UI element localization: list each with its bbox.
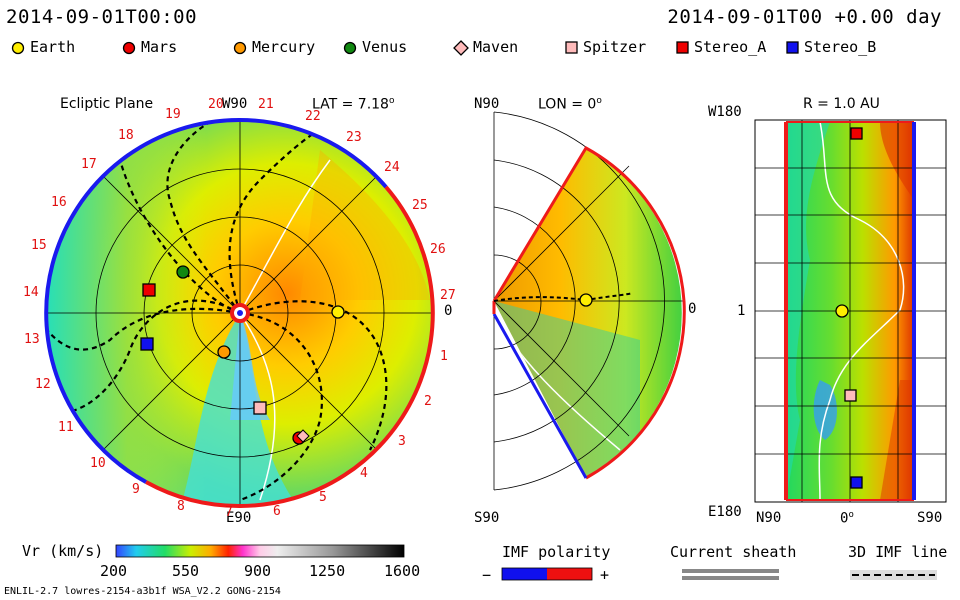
venus-marker bbox=[176, 265, 190, 279]
rot-num-16: 16 bbox=[51, 195, 67, 210]
colorbar-label: Vr (km/s) bbox=[22, 542, 104, 560]
rot-num-14: 14 bbox=[23, 285, 39, 300]
ecliptic-right-label: 0 bbox=[444, 303, 453, 319]
meridional-panel bbox=[492, 111, 686, 491]
radial-title: R = 1.0 AU bbox=[803, 96, 880, 112]
run-datetime: 2014-09-01T00:00 bbox=[6, 6, 198, 28]
spitzer-marker bbox=[253, 401, 267, 415]
imf-minus-label: − bbox=[482, 566, 492, 584]
rot-num-10: 10 bbox=[90, 456, 106, 471]
earth-marker bbox=[331, 305, 345, 319]
spitzer-marker-radial bbox=[844, 389, 857, 402]
mercury-legend-icon bbox=[233, 41, 247, 55]
legend-mercury-label: Mercury bbox=[252, 38, 316, 56]
rot-num-17: 17 bbox=[81, 157, 97, 172]
legend-mars-label: Mars bbox=[141, 38, 178, 56]
stereo-a-legend-icon bbox=[676, 41, 689, 54]
imf-plus-label: + bbox=[600, 566, 610, 584]
rot-num-13: 13 bbox=[24, 332, 40, 347]
rot-num-21: 21 bbox=[258, 97, 274, 112]
vr-colorbar bbox=[115, 544, 405, 558]
stereo-a-marker bbox=[142, 283, 156, 297]
rot-num-9: 9 bbox=[132, 482, 140, 497]
venus-legend-icon bbox=[343, 41, 357, 55]
meridional-bottom-label: S90 bbox=[474, 510, 500, 526]
rot-num-7: 7 bbox=[225, 505, 233, 520]
stereo-b-marker bbox=[140, 337, 154, 351]
imf-negative-swatch bbox=[502, 568, 547, 580]
current-sheath-title: Current sheath bbox=[670, 543, 797, 561]
ecliptic-bottom-label: E90 bbox=[226, 510, 252, 526]
model-info: ENLIL-2.7 lowres-2154-a3b1f WSA_V2.2 GON… bbox=[4, 586, 281, 597]
colorbar-tick-550: 550 bbox=[172, 562, 200, 580]
rot-num-4: 4 bbox=[360, 466, 368, 481]
legend-maven-label: Maven bbox=[473, 38, 519, 56]
ecliptic-title: Ecliptic Plane bbox=[60, 96, 154, 112]
ecliptic-lat-label: LAT = 7.18o bbox=[312, 96, 395, 113]
rot-num-27: 27 bbox=[440, 288, 456, 303]
rot-num-5: 5 bbox=[319, 490, 327, 505]
sheath-line-2 bbox=[682, 576, 779, 580]
earth-marker-meridional bbox=[579, 293, 593, 307]
rot-num-8: 8 bbox=[177, 499, 185, 514]
rot-num-11: 11 bbox=[58, 420, 74, 435]
radial-mid-label: 1 bbox=[737, 303, 746, 319]
rot-num-15: 15 bbox=[31, 238, 47, 253]
ecliptic-panel bbox=[44, 117, 435, 509]
legend-stereo-a-label: Stereo_A bbox=[694, 38, 767, 56]
meridional-right-label: 0 bbox=[688, 301, 697, 317]
maven-legend-icon bbox=[453, 40, 469, 56]
sheath-line-1 bbox=[682, 569, 779, 573]
rot-num-1: 1 bbox=[440, 349, 448, 364]
imf3d-swatch bbox=[850, 570, 937, 580]
spitzer-legend-icon bbox=[565, 41, 578, 54]
radial-x-mid-label: 0o bbox=[840, 510, 854, 527]
mercury-marker bbox=[217, 345, 231, 359]
body-legend-markers bbox=[11, 40, 799, 56]
earth-legend-icon bbox=[11, 41, 25, 55]
stereo-b-marker-radial bbox=[850, 476, 863, 489]
radial-x-left-label: N90 bbox=[756, 510, 782, 526]
rot-num-25: 25 bbox=[412, 198, 428, 213]
colorbar-tick-200: 200 bbox=[100, 562, 128, 580]
stereo-a-marker-radial bbox=[850, 127, 863, 140]
colorbar-tick-900: 900 bbox=[244, 562, 272, 580]
imf3d-title: 3D IMF line bbox=[848, 543, 948, 561]
stereo-b-legend-icon bbox=[786, 41, 799, 54]
rot-num-20: 20 bbox=[208, 97, 224, 112]
maven-marker bbox=[296, 429, 310, 443]
rot-num-12: 12 bbox=[35, 377, 51, 392]
radial-x-right-label: S90 bbox=[917, 510, 943, 526]
rot-num-26: 26 bbox=[430, 242, 446, 257]
rot-num-19: 19 bbox=[165, 107, 181, 122]
radial-panel bbox=[754, 119, 947, 503]
earth-marker-radial bbox=[835, 304, 849, 318]
imf-positive-swatch bbox=[547, 568, 592, 580]
legend-stereo-b-label: Stereo_B bbox=[804, 38, 877, 56]
legend-spitzer-label: Spitzer bbox=[583, 38, 647, 56]
rot-num-6: 6 bbox=[273, 504, 281, 519]
colorbar-tick-1250: 1250 bbox=[309, 562, 346, 580]
legend-venus-label: Venus bbox=[362, 38, 408, 56]
mars-legend-icon bbox=[122, 41, 136, 55]
rot-num-23: 23 bbox=[346, 130, 362, 145]
ecliptic-top-label: W90 bbox=[222, 96, 248, 112]
colorbar-tick-1600: 1600 bbox=[384, 562, 421, 580]
meridional-lon-label: LON = 0o bbox=[538, 96, 602, 113]
rot-num-18: 18 bbox=[118, 128, 134, 143]
radial-top-label: W180 bbox=[708, 104, 742, 120]
rot-num-3: 3 bbox=[398, 434, 406, 449]
legend-earth-label: Earth bbox=[30, 38, 76, 56]
rot-num-22: 22 bbox=[305, 109, 321, 124]
radial-bottom-label: E180 bbox=[708, 504, 742, 520]
imf-polarity-title: IMF polarity bbox=[502, 543, 611, 561]
run-datetime-offset: 2014-09-01T00 +0.00 day bbox=[667, 6, 942, 28]
rot-num-24: 24 bbox=[384, 160, 400, 175]
meridional-top-label: N90 bbox=[474, 96, 500, 112]
rot-num-2: 2 bbox=[424, 394, 432, 409]
